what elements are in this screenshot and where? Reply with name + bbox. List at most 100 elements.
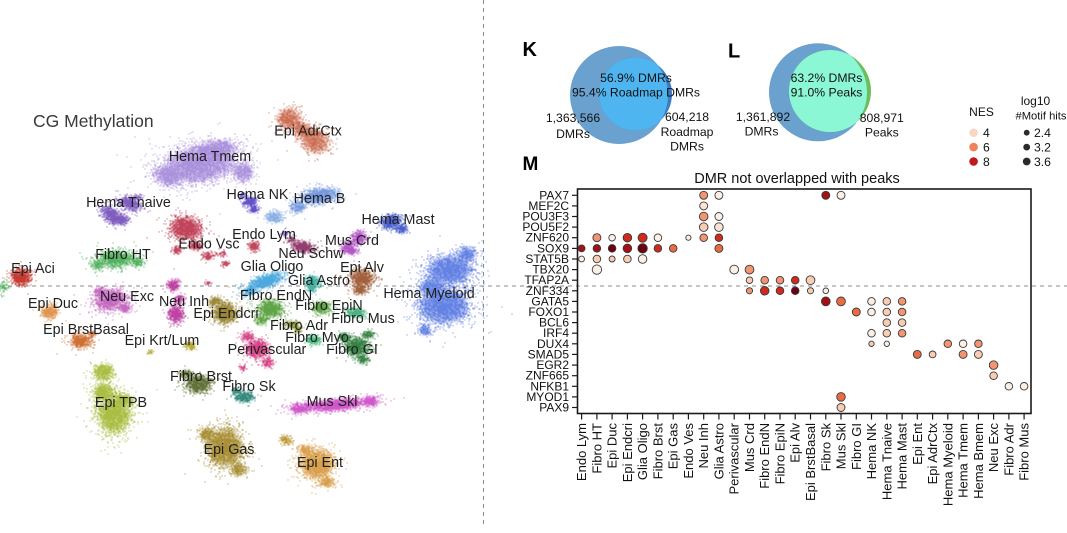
svg-text:4: 4 — [983, 126, 990, 140]
svg-text:Fibro Myo: Fibro Myo — [285, 330, 349, 346]
svg-text:SOX9: SOX9 — [537, 241, 569, 255]
svg-text:Epi Alv: Epi Alv — [788, 423, 803, 463]
svg-text:Fibro Mus: Fibro Mus — [331, 311, 395, 327]
svg-text:Hema Bmem: Hema Bmem — [971, 423, 986, 499]
svg-text:91.0% Peaks: 91.0% Peaks — [791, 86, 863, 100]
svg-text:Mus Crd: Mus Crd — [325, 233, 379, 249]
svg-text:ZNF620: ZNF620 — [526, 231, 570, 245]
svg-text:MYOD1: MYOD1 — [526, 390, 569, 404]
svg-text:Fibro Adr: Fibro Adr — [1001, 422, 1016, 475]
svg-text:Epi Ent: Epi Ent — [297, 455, 343, 471]
svg-text:Glia Astro: Glia Astro — [288, 273, 350, 289]
svg-text:Endo Vsc: Endo Vsc — [178, 237, 239, 253]
svg-text:Neu Exc: Neu Exc — [100, 289, 154, 305]
svg-text:Epi Duc: Epi Duc — [28, 296, 78, 312]
svg-text:Fibro Sk: Fibro Sk — [222, 379, 276, 395]
svg-text:PAX9: PAX9 — [539, 401, 569, 415]
svg-text:TFAP2A: TFAP2A — [524, 273, 569, 287]
svg-text:K: K — [523, 39, 538, 61]
svg-text:Fibro EpiN: Fibro EpiN — [773, 423, 788, 484]
svg-text:log10: log10 — [1021, 94, 1051, 108]
svg-text:Epi Duc: Epi Duc — [605, 423, 620, 469]
svg-text:EGR2: EGR2 — [536, 358, 569, 372]
svg-text:Neu Exc: Neu Exc — [986, 423, 1001, 473]
svg-text:Epi Alv: Epi Alv — [340, 260, 385, 276]
svg-text:56.9% DMRs: 56.9% DMRs — [600, 71, 672, 85]
svg-text:Fibro Adr: Fibro Adr — [270, 318, 328, 334]
svg-text:Endo Lym: Endo Lym — [232, 227, 296, 243]
svg-text:Epi TPB: Epi TPB — [95, 395, 147, 411]
svg-text:Epi Aci: Epi Aci — [11, 261, 55, 277]
svg-text:Epi BrstBasal: Epi BrstBasal — [43, 322, 129, 338]
svg-text:Perivascular: Perivascular — [727, 422, 742, 494]
svg-text:95.4% Roadmap DMRs: 95.4% Roadmap DMRs — [572, 86, 700, 100]
svg-text:Hema Mast: Hema Mast — [895, 423, 910, 490]
svg-text:6: 6 — [983, 140, 990, 154]
svg-text:Neu Inh: Neu Inh — [159, 294, 209, 310]
svg-text:CG Methylation: CG Methylation — [33, 111, 154, 131]
svg-text:Hema Tmem: Hema Tmem — [169, 149, 251, 165]
svg-text:Mus Skl: Mus Skl — [834, 423, 849, 469]
svg-text:Mus Skl: Mus Skl — [307, 394, 358, 410]
svg-text:Neu Inh: Neu Inh — [696, 423, 711, 469]
svg-text:ZNF334: ZNF334 — [526, 284, 570, 298]
svg-text:POU3F3: POU3F3 — [522, 210, 569, 224]
svg-text:808,971: 808,971 — [860, 111, 904, 125]
svg-text:IRF4: IRF4 — [543, 326, 569, 340]
svg-text:PAX7: PAX7 — [539, 188, 569, 202]
svg-text:Hema NK: Hema NK — [227, 187, 289, 203]
svg-text:3.6: 3.6 — [1034, 155, 1051, 169]
svg-text:DMRs: DMRs — [556, 127, 590, 141]
svg-text:Fibro EpiN: Fibro EpiN — [295, 298, 363, 314]
svg-text:3.2: 3.2 — [1034, 140, 1051, 154]
svg-text:Glia Oligo: Glia Oligo — [241, 259, 304, 275]
svg-text:2.4: 2.4 — [1034, 126, 1051, 140]
svg-text:MEF2C: MEF2C — [528, 199, 569, 213]
svg-text:1,363,566: 1,363,566 — [546, 111, 600, 125]
svg-text:DMRs: DMRs — [745, 125, 779, 139]
svg-text:ZNF665: ZNF665 — [526, 369, 570, 383]
svg-text:Endo Ves: Endo Ves — [681, 423, 696, 479]
svg-text:Glia Oligo: Glia Oligo — [635, 423, 650, 480]
svg-text:STAT5B: STAT5B — [525, 252, 569, 266]
svg-text:Hema Tnaive: Hema Tnaive — [879, 423, 894, 500]
svg-text:Epi Gas: Epi Gas — [666, 423, 681, 470]
svg-text:Fibro HT: Fibro HT — [95, 247, 151, 263]
svg-text:Peaks: Peaks — [865, 126, 899, 140]
svg-text:NFKB1: NFKB1 — [530, 379, 569, 393]
svg-text:DMRs: DMRs — [670, 140, 704, 154]
svg-text:Hema Tmem: Hema Tmem — [956, 423, 971, 498]
svg-text:Epi Endcri: Epi Endcri — [193, 306, 258, 322]
svg-text:M: M — [523, 154, 539, 175]
svg-text:Glia Astro: Glia Astro — [711, 423, 726, 479]
svg-text:Fibro GI: Fibro GI — [849, 423, 864, 470]
svg-text:Hema Myeloid: Hema Myeloid — [940, 423, 955, 506]
svg-text:Hema Myeloid: Hema Myeloid — [383, 286, 474, 302]
svg-text:SMAD5: SMAD5 — [528, 347, 570, 361]
svg-text:Epi AdrCtx: Epi AdrCtx — [925, 423, 940, 485]
svg-text:Hema B: Hema B — [294, 191, 346, 207]
svg-text:TBX20: TBX20 — [532, 263, 569, 277]
svg-text:Fibro Brst: Fibro Brst — [170, 369, 232, 385]
svg-text:63.2% DMRs: 63.2% DMRs — [791, 71, 863, 85]
svg-text:Fibro GI: Fibro GI — [326, 342, 378, 358]
svg-text:Mus Crd: Mus Crd — [742, 423, 757, 472]
svg-text:DMR not overlapped with peaks: DMR not overlapped with peaks — [694, 171, 900, 187]
svg-text:L: L — [728, 41, 740, 63]
svg-text:Epi BrstBasal: Epi BrstBasal — [803, 423, 818, 501]
svg-text:Fibro EndN: Fibro EndN — [240, 288, 312, 304]
svg-text:Epi Krt/Lum: Epi Krt/Lum — [125, 333, 200, 349]
svg-text:Roadmap: Roadmap — [661, 125, 714, 139]
svg-text:POU5F2: POU5F2 — [522, 220, 569, 234]
svg-text:8: 8 — [983, 155, 990, 169]
svg-text:FOXO1: FOXO1 — [528, 305, 569, 319]
svg-text:DUX4: DUX4 — [537, 337, 569, 351]
svg-text:BCL6: BCL6 — [539, 316, 569, 330]
svg-text:NES: NES — [969, 105, 994, 119]
svg-text:Neu Schw: Neu Schw — [278, 246, 344, 262]
svg-text:Epi Ent: Epi Ent — [910, 423, 925, 465]
svg-text:Hema NK: Hema NK — [864, 423, 879, 480]
svg-text:Fibro Brst: Fibro Brst — [650, 423, 665, 480]
svg-text:Endo Lym: Endo Lym — [574, 423, 589, 481]
svg-text:Fibro Mus: Fibro Mus — [1017, 423, 1032, 481]
